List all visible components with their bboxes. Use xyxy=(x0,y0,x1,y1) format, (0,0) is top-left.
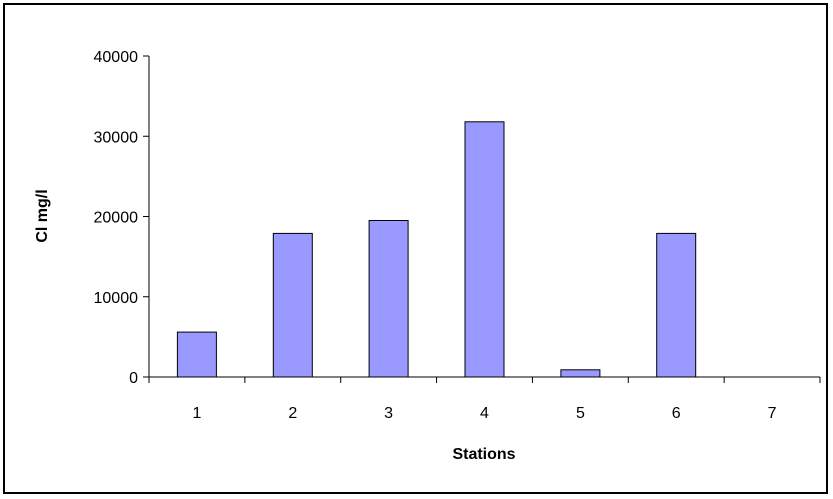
x-tick-label-7: 7 xyxy=(768,405,777,422)
bars-layer xyxy=(176,121,697,378)
bar-station-2 xyxy=(272,232,313,378)
bar-station-1 xyxy=(176,331,217,378)
y-tick-label: 30000 xyxy=(94,129,139,146)
x-tick-label-6: 6 xyxy=(672,405,681,422)
y-tick-label: 10000 xyxy=(94,290,139,307)
y-tick-label: 0 xyxy=(129,370,138,387)
bar-station-5 xyxy=(560,369,601,378)
x-tick-label-1: 1 xyxy=(192,405,201,422)
labels-layer: 0 10000 20000 30000 40000 1 2 3 4 5 6 7 xyxy=(94,49,777,422)
x-tick-label-5: 5 xyxy=(576,405,585,422)
x-tick-label-4: 4 xyxy=(480,405,489,422)
bar-station-6 xyxy=(656,232,697,378)
y-tick-label: 20000 xyxy=(94,210,139,227)
x-tick-label-2: 2 xyxy=(288,405,297,422)
bar-station-4 xyxy=(464,121,505,378)
x-tick-label-3: 3 xyxy=(384,405,393,422)
axes-layer xyxy=(143,55,821,383)
bar-station-3 xyxy=(368,220,409,378)
x-axis-title: Stations xyxy=(452,446,515,463)
y-tick-label: 40000 xyxy=(94,49,139,66)
y-axis-title: Cl mg/l xyxy=(34,189,51,242)
